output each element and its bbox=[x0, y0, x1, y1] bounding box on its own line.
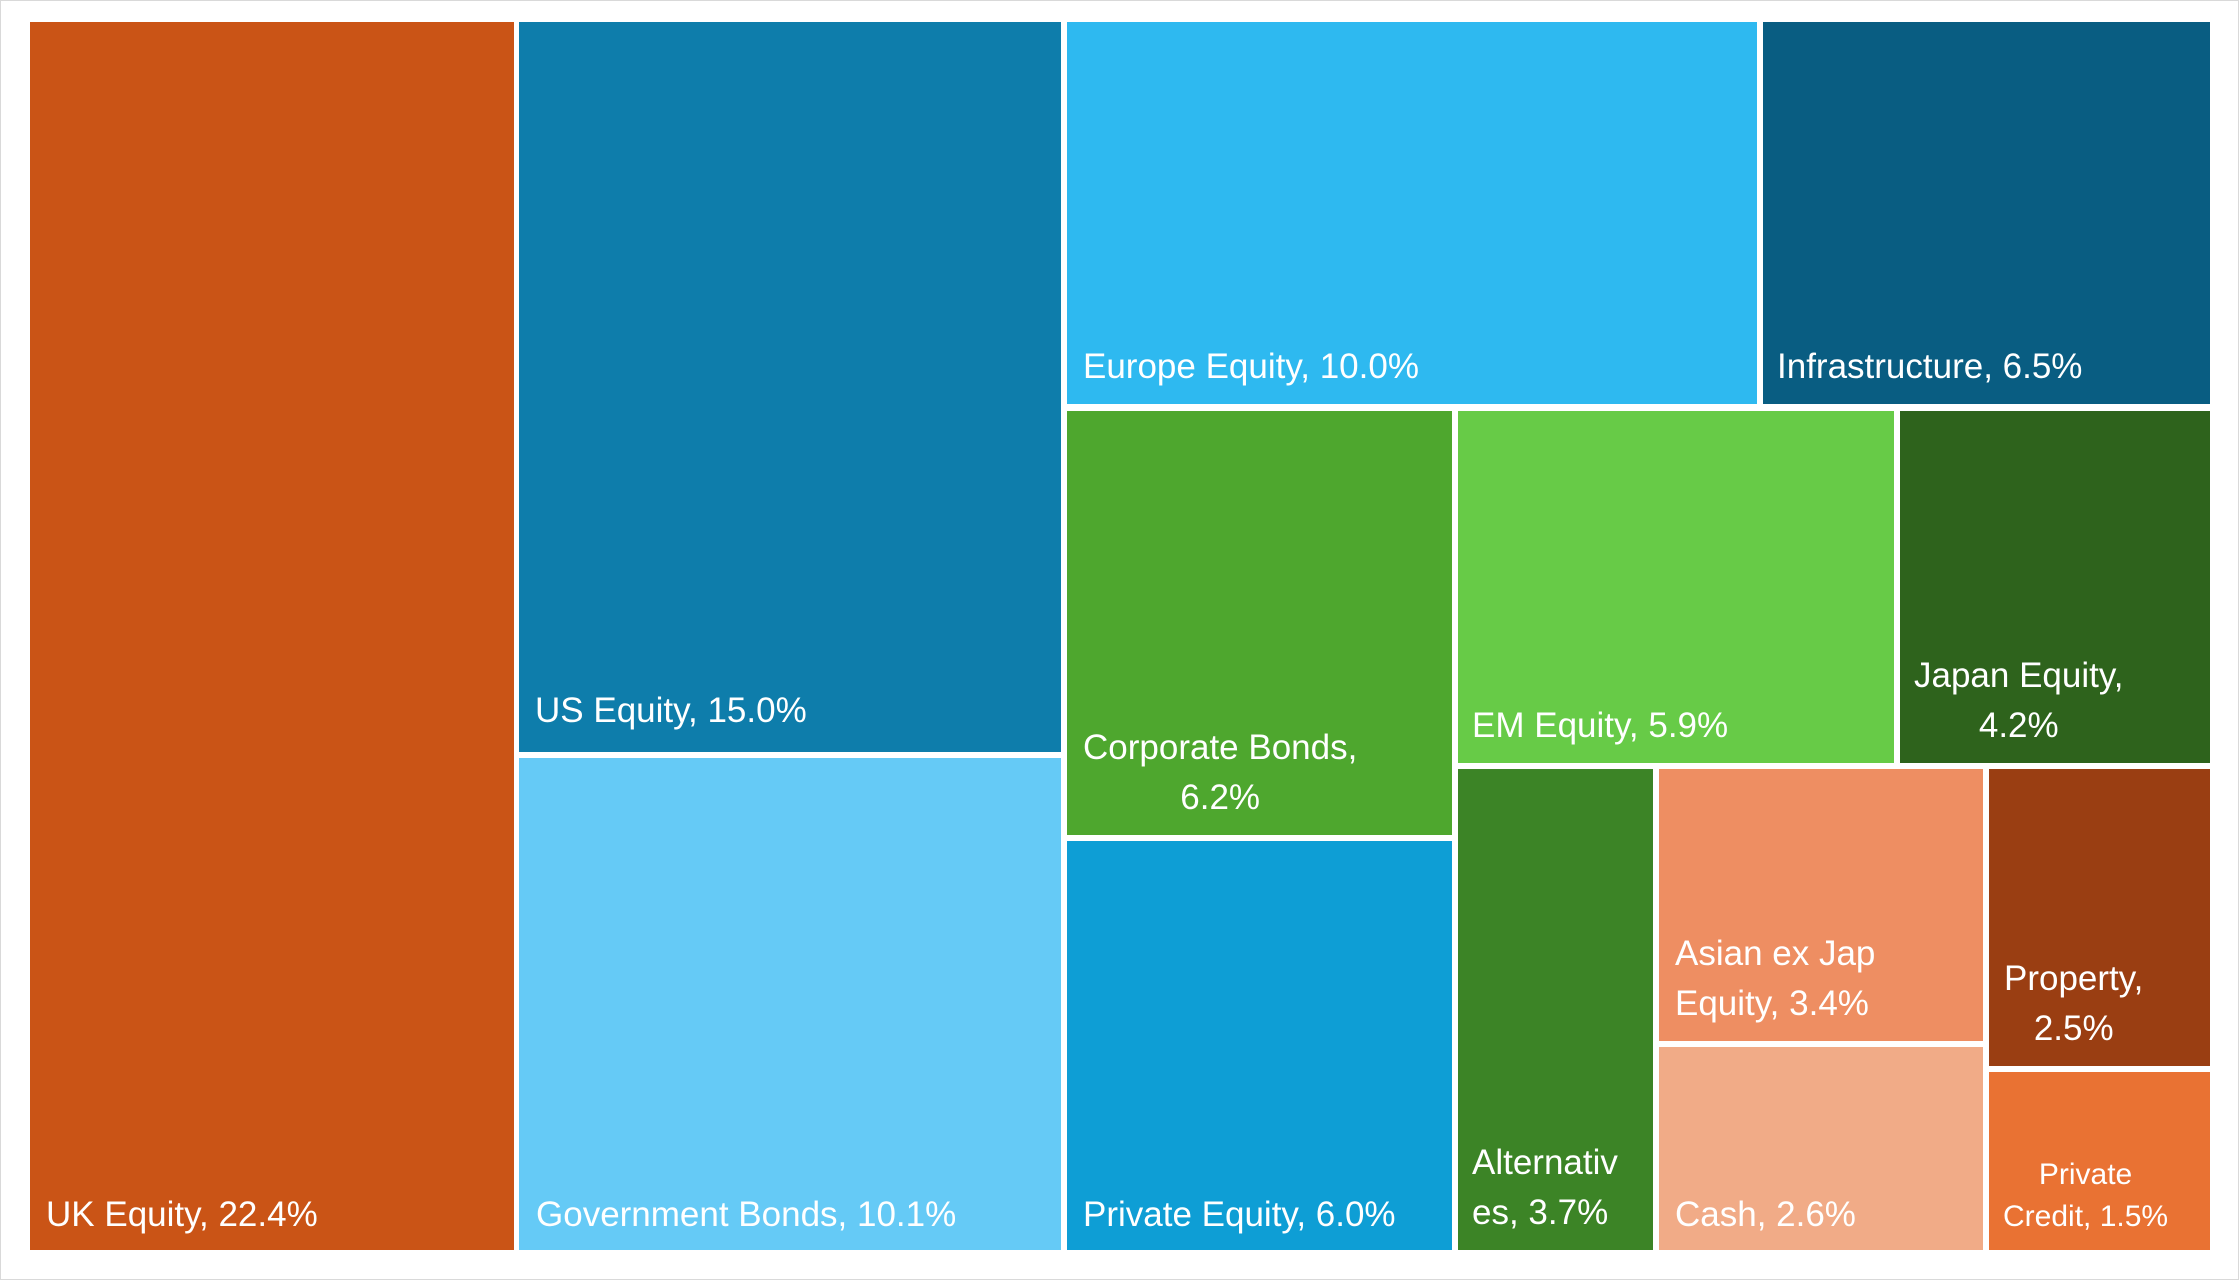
label-private-equity: Private Equity, 6.0% bbox=[1083, 1195, 1396, 1234]
label-government-bonds: Government Bonds, 10.1% bbox=[536, 1195, 957, 1234]
tile-cash: Cash, 2.6% bbox=[1659, 1047, 1983, 1250]
tile-infrastructure: Infrastructure, 6.5% bbox=[1763, 22, 2210, 404]
label-infrastructure: Infrastructure, 6.5% bbox=[1777, 347, 2083, 386]
tile-japan-equity: Japan Equity, 4.2% bbox=[1900, 411, 2210, 763]
tile-uk-equity: UK Equity, 22.4% bbox=[30, 22, 514, 1250]
label-property: Property, 2.5% bbox=[2004, 959, 2144, 1048]
tile-private-credit: Private Credit, 1.5% bbox=[1989, 1072, 2210, 1250]
label-japan-equity: Japan Equity, 4.2% bbox=[1914, 656, 2124, 745]
label-alternatives: Alternativ es, 3.7% bbox=[1472, 1143, 1618, 1232]
label-private-credit: Private Credit, 1.5% bbox=[2003, 1158, 2169, 1233]
tile-private-equity: Private Equity, 6.0% bbox=[1067, 841, 1452, 1250]
tile-property: Property, 2.5% bbox=[1989, 769, 2210, 1066]
label-us-equity: US Equity, 15.0% bbox=[535, 691, 807, 730]
tile-us-equity: US Equity, 15.0% bbox=[519, 22, 1061, 752]
label-asian-ex-jap-equity: Asian ex Jap Equity, 3.4% bbox=[1675, 934, 1876, 1023]
label-em-equity: EM Equity, 5.9% bbox=[1472, 706, 1729, 745]
label-uk-equity: UK Equity, 22.4% bbox=[46, 1195, 318, 1234]
label-corporate-bonds: Corporate Bonds, 6.2% bbox=[1083, 728, 1358, 817]
tile-corporate-bonds: Corporate Bonds, 6.2% bbox=[1067, 411, 1452, 835]
tile-alternatives: Alternativ es, 3.7% bbox=[1458, 769, 1653, 1250]
tile-government-bonds: Government Bonds, 10.1% bbox=[519, 758, 1061, 1250]
tile-asian-ex-jap-equity: Asian ex Jap Equity, 3.4% bbox=[1659, 769, 1983, 1041]
label-europe-equity: Europe Equity, 10.0% bbox=[1083, 347, 1419, 386]
tile-em-equity: EM Equity, 5.9% bbox=[1458, 411, 1894, 763]
tile-europe-equity: Europe Equity, 10.0% bbox=[1067, 22, 1757, 404]
label-cash: Cash, 2.6% bbox=[1675, 1195, 1856, 1234]
